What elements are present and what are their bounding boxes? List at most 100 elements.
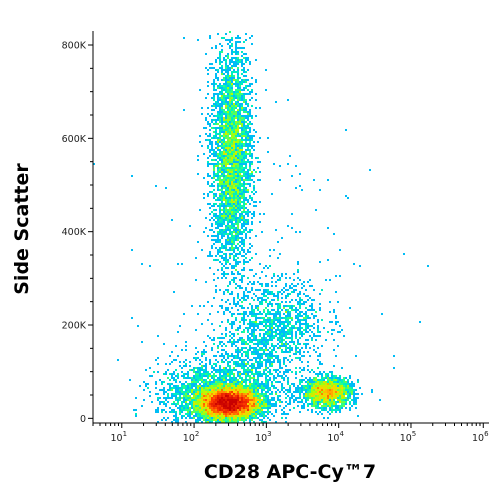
density-cell [199,305,201,307]
density-cell [301,375,303,377]
density-cell [229,155,231,157]
density-cell [221,383,223,385]
density-cell [217,369,219,371]
density-cell [241,69,243,71]
density-cell [239,213,241,215]
density-cell [241,109,243,111]
density-cell [217,165,219,167]
density-cell [229,241,231,243]
density-cell [247,137,249,139]
density-cell [257,367,259,369]
density-cell [223,235,225,237]
density-cell [245,391,247,393]
density-cell [235,205,237,207]
density-cell [285,309,287,311]
density-cell [175,375,177,377]
density-cell [221,161,223,163]
density-cell [283,407,285,409]
density-cell [339,385,341,387]
density-cell [229,157,231,159]
density-cell [209,405,211,407]
density-cell [155,409,157,411]
density-cell [239,201,241,203]
density-cell [217,217,219,219]
density-cell [231,127,233,129]
density-cell [333,339,335,341]
density-cell [265,363,267,365]
density-cell [237,187,239,189]
density-cell [311,339,313,341]
density-cell [199,393,201,395]
density-cell [239,279,241,281]
density-cell [225,403,227,405]
density-cell [241,367,243,369]
density-cell [317,325,319,327]
density-cell [217,397,219,399]
density-cell [341,379,343,381]
density-cell [209,207,211,209]
density-cell [321,385,323,387]
density-cell [239,415,241,417]
density-cell [245,33,247,35]
density-cell [277,295,279,297]
density-cell [263,299,265,301]
density-cell [279,399,281,401]
density-cell [327,405,329,407]
density-cell [303,405,305,407]
density-cell [265,283,267,285]
density-cell [205,383,207,385]
density-cell [335,407,337,409]
density-cell [207,319,209,321]
density-cell [241,169,243,171]
density-cell [167,377,169,379]
density-cell [233,71,235,73]
density-cell [215,59,217,61]
density-cell [213,195,215,197]
density-cell [241,239,243,241]
density-cell [231,231,233,233]
density-cell [241,297,243,299]
density-cell [317,403,319,405]
density-cell [247,351,249,353]
density-cell [337,399,339,401]
density-cell [211,349,213,351]
density-cell [175,385,177,387]
density-cell [233,417,235,419]
density-cell [221,201,223,203]
density-cell [175,421,177,423]
density-cell [271,393,273,395]
density-cell [247,315,249,317]
density-cell [255,99,257,101]
y-axis-title: Side Scatter [11,163,33,295]
density-cell [187,389,189,391]
density-cell [341,397,343,399]
density-cell [221,391,223,393]
density-cell [319,383,321,385]
density-cell [233,79,235,81]
density-cell [199,405,201,407]
density-cell [201,355,203,357]
density-cell [211,397,213,399]
density-cell [317,413,319,415]
density-cell [235,125,237,127]
density-cell [215,153,217,155]
density-cell [281,275,283,277]
density-cell [307,405,309,407]
density-cell [219,413,221,415]
density-cell [209,125,211,127]
density-cell [333,399,335,401]
density-cell [303,343,305,345]
density-cell [329,391,331,393]
density-cell [223,147,225,149]
density-cell [297,319,299,321]
density-cell [345,397,347,399]
density-cell [257,407,259,409]
density-cell [251,391,253,393]
density-cell [203,341,205,343]
density-cell [217,311,219,313]
density-cell [217,269,219,271]
density-cell [259,355,261,357]
density-cell [233,115,235,117]
density-cell [223,169,225,171]
density-cell [317,359,319,361]
